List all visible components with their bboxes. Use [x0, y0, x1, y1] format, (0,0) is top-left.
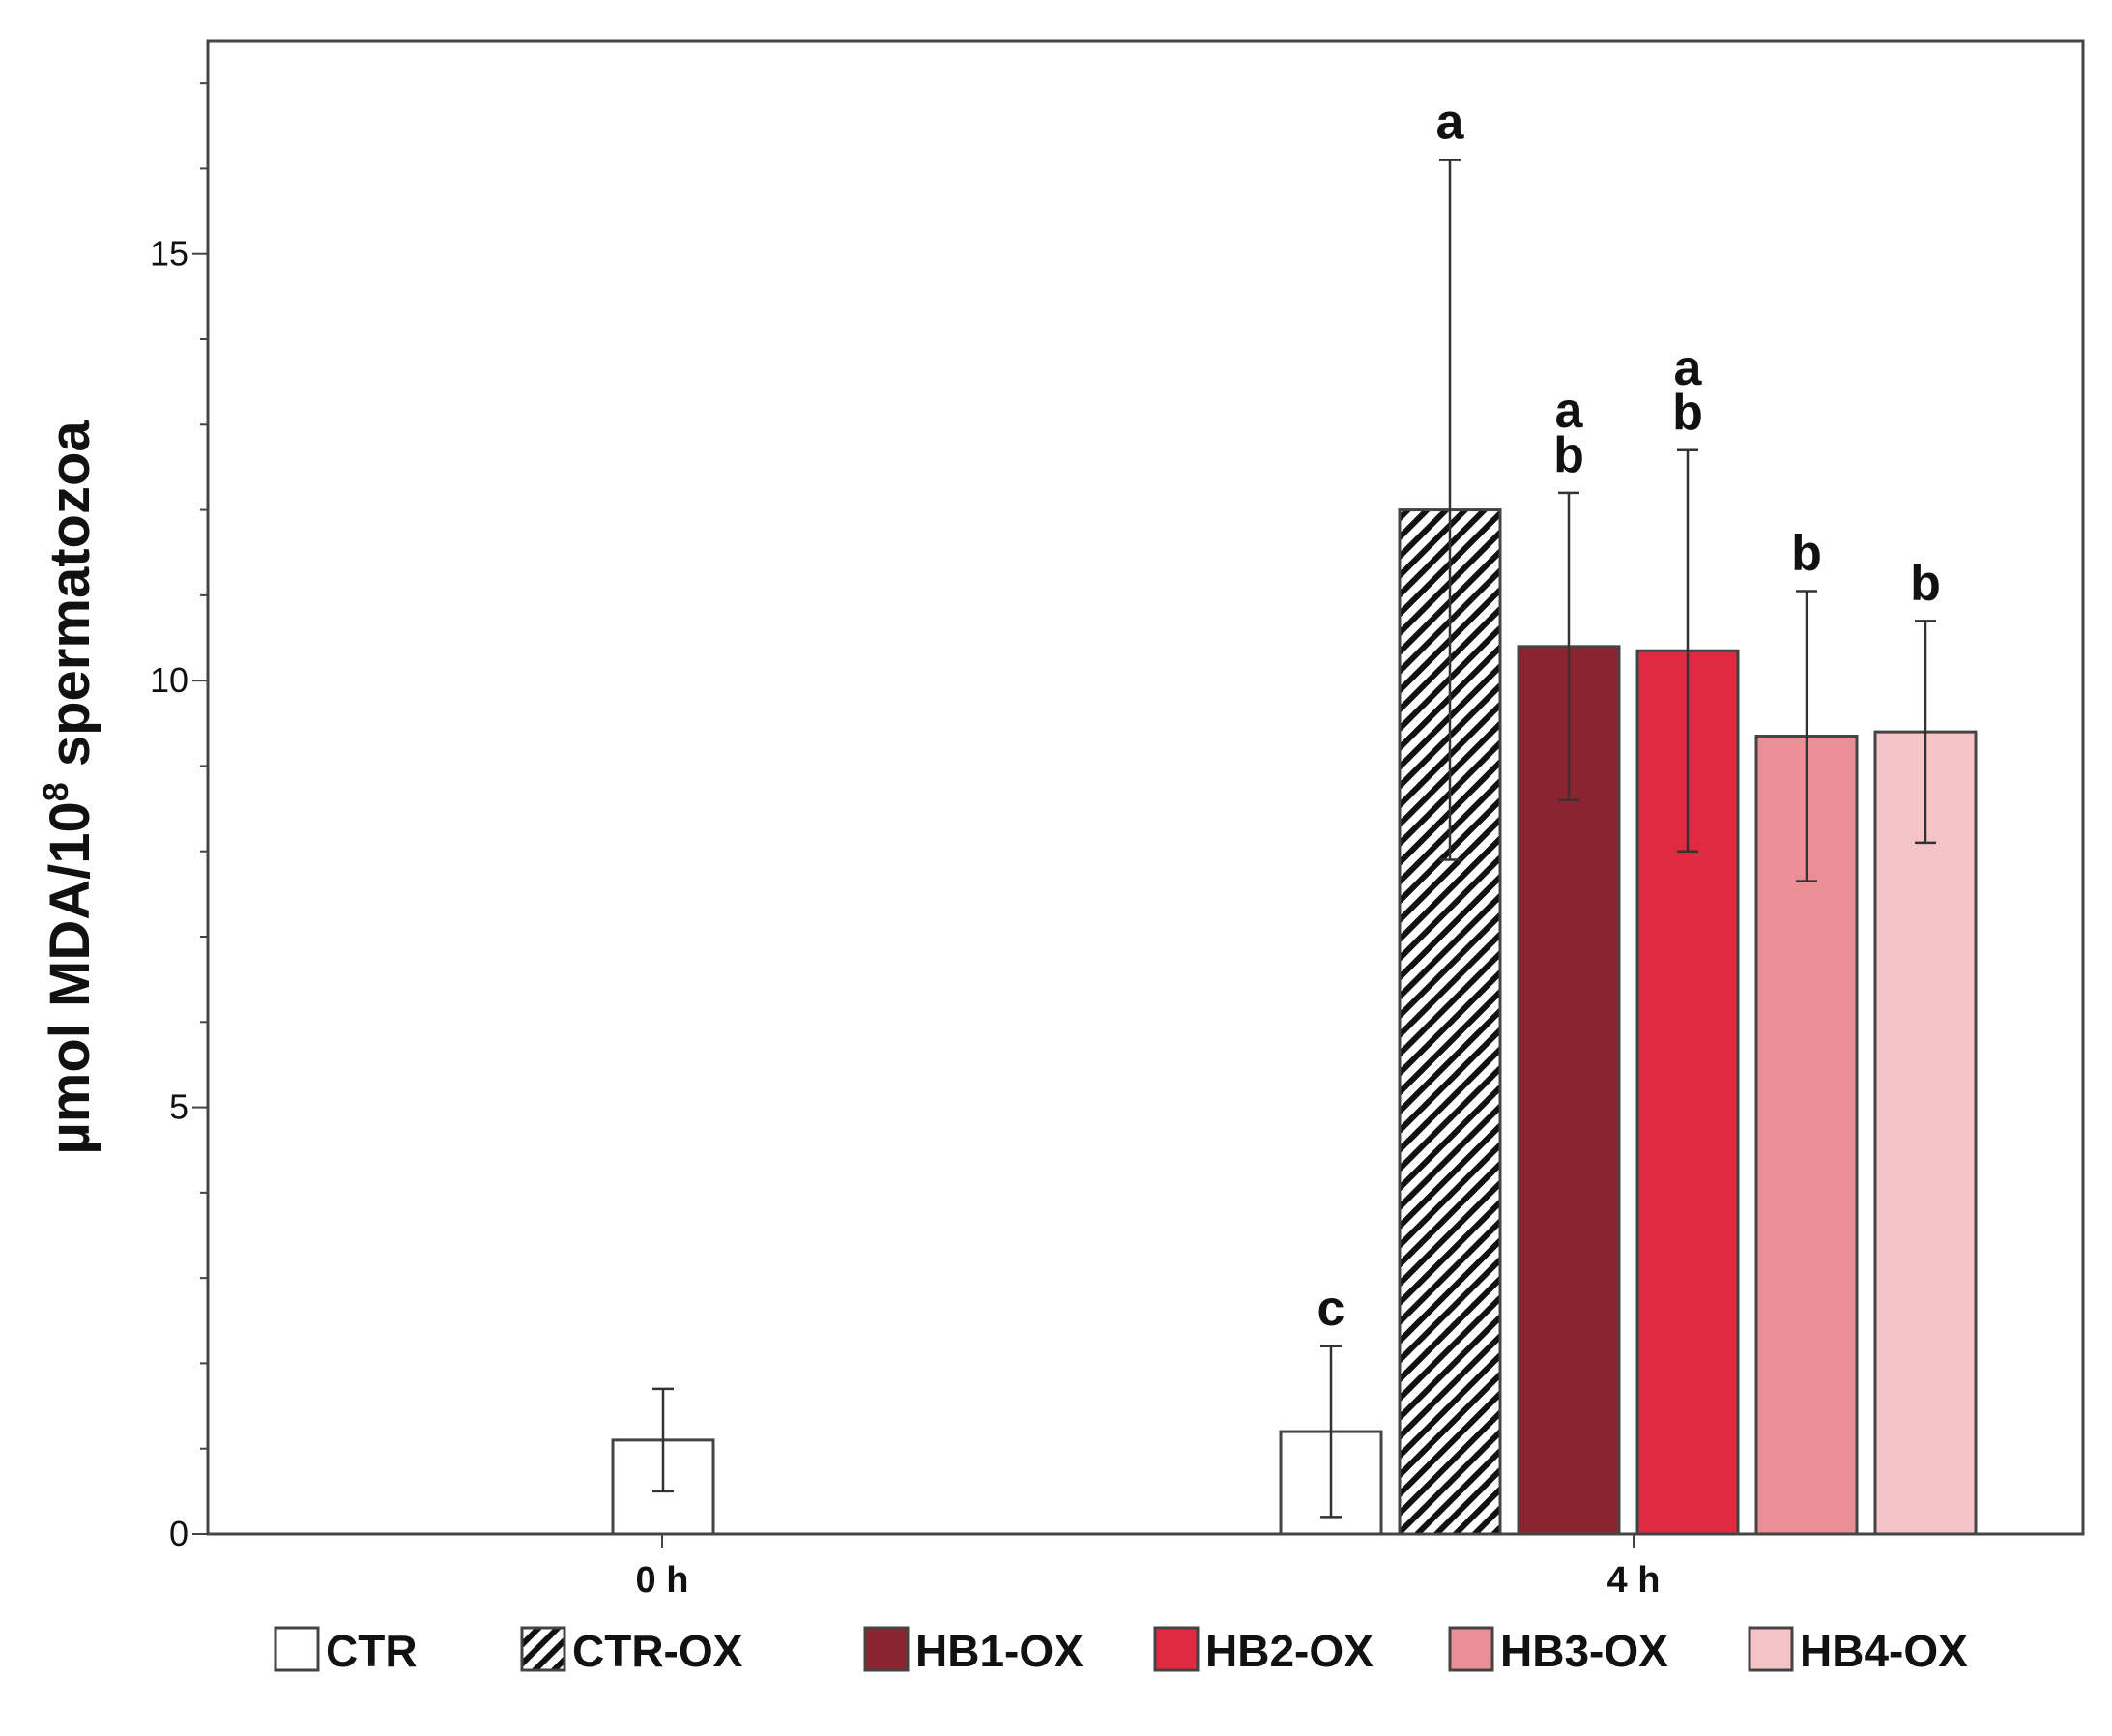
legend-label-ctr-ox: CTR-OX	[572, 1626, 743, 1676]
legend-label-ctr: CTR	[326, 1626, 418, 1676]
legend-swatch-hb4-ox	[1748, 1626, 1794, 1672]
significance-label-hb3-ox-4-h-1: b	[1791, 525, 1822, 581]
legend-swatch-ctr-ox	[520, 1626, 566, 1672]
y-tick-label-15: 15	[150, 234, 188, 274]
y-tick-label-5: 5	[169, 1087, 188, 1127]
y-axis-title-prefix: µmol MDA/10	[39, 801, 101, 1154]
x-axis: 0 h 4 h	[636, 1534, 1661, 1601]
legend-label-hb3-ox: HB3-OX	[1500, 1626, 1668, 1676]
legend-swatch-hb1-ox	[863, 1626, 910, 1672]
legend-label-hb1-ox: HB1-OX	[915, 1626, 1084, 1676]
x-tick-label-0-h: 0 h	[636, 1560, 689, 1601]
y-axis: 0 5 10 15	[150, 82, 208, 1553]
y-tick-label-10: 10	[150, 660, 188, 700]
legend-label-hb4-ox: HB4-OX	[1800, 1626, 1968, 1676]
significance-label-hb2-ox-4-h-2: b	[1672, 385, 1703, 441]
significance-label-ctr-4-h-1: c	[1317, 1281, 1345, 1337]
y-axis-title-superscript: 8	[36, 782, 75, 801]
significance-label-hb2-ox-4-h-1: a	[1674, 340, 1703, 396]
legend-swatch-hb3-ox	[1448, 1626, 1494, 1672]
significance-label-hb1-ox-4-h-2: b	[1553, 427, 1584, 483]
plot-frame	[206, 39, 2085, 1536]
y-tick-label-0: 0	[169, 1514, 188, 1553]
legend-swatch-ctr	[274, 1626, 320, 1672]
legend-swatch-hb2-ox	[1153, 1626, 1200, 1672]
legend-label-hb2-ox: HB2-OX	[1205, 1626, 1374, 1676]
significance-label-ctr-ox-4-h-1: a	[1436, 95, 1465, 151]
x-tick-label-4-h: 4 h	[1607, 1560, 1661, 1601]
significance-label-hb4-ox-4-h-1: b	[1910, 555, 1941, 611]
y-axis-title-suffix: spermatozoa	[39, 420, 101, 783]
significance-label-hb1-ox-4-h-1: a	[1555, 383, 1584, 439]
bar-hb4-ox-4-h	[1873, 730, 1978, 1536]
y-axis-title: µmol MDA/108 spermatozoa	[36, 420, 101, 1155]
legend: CTR CTR-OX HB1-OX HB2-OX HB3-OX HB4-OX	[274, 1626, 1968, 1676]
